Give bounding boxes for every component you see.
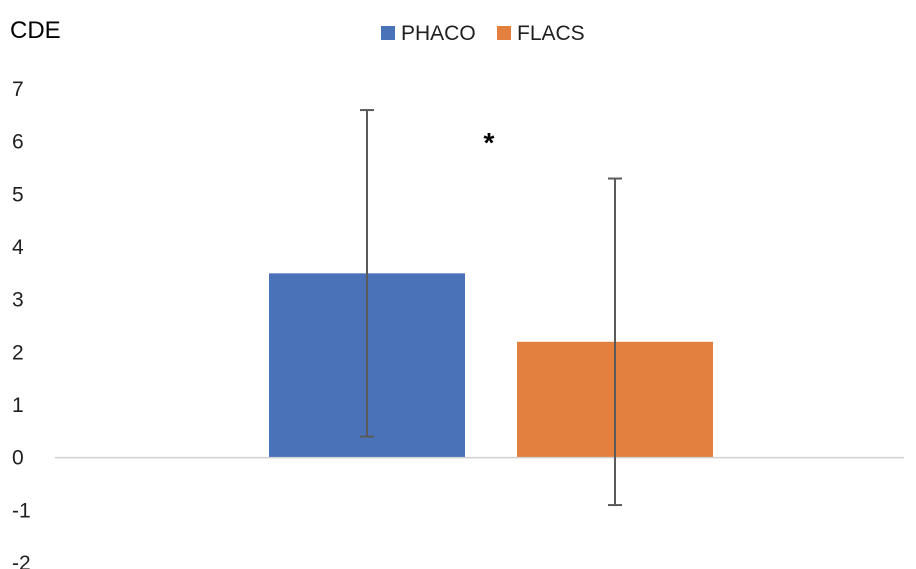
y-tick-label: -1 xyxy=(12,499,31,522)
legend-swatch xyxy=(381,26,395,40)
legend-item-flacs: FLACS xyxy=(497,22,585,45)
legend-swatch xyxy=(497,26,511,40)
legend: PHACO FLACS xyxy=(381,22,585,45)
y-tick-label: -2 xyxy=(12,552,31,569)
y-tick-label: 1 xyxy=(12,394,24,417)
significance-asterisk: * xyxy=(484,127,495,158)
y-tick-label: 3 xyxy=(12,289,24,312)
y-tick-label: 2 xyxy=(12,341,24,364)
y-tick-label: 4 xyxy=(12,236,24,259)
bars xyxy=(269,273,713,458)
legend-label: FLACS xyxy=(517,22,585,45)
y-tick-label: 7 xyxy=(12,78,24,101)
error-bar-flacs xyxy=(608,177,622,507)
y-axis-ticks: 7 6 5 4 3 2 1 0 -1 -2 xyxy=(12,78,31,569)
y-axis-label: CDE xyxy=(10,17,61,44)
error-bars xyxy=(360,109,622,507)
y-tick-label: 0 xyxy=(12,447,24,470)
legend-label: PHACO xyxy=(401,22,476,45)
y-tick-label: 6 xyxy=(12,131,24,154)
legend-item-phaco: PHACO xyxy=(381,22,476,45)
error-bar-phaco xyxy=(360,109,374,438)
y-tick-label: 5 xyxy=(12,183,24,206)
